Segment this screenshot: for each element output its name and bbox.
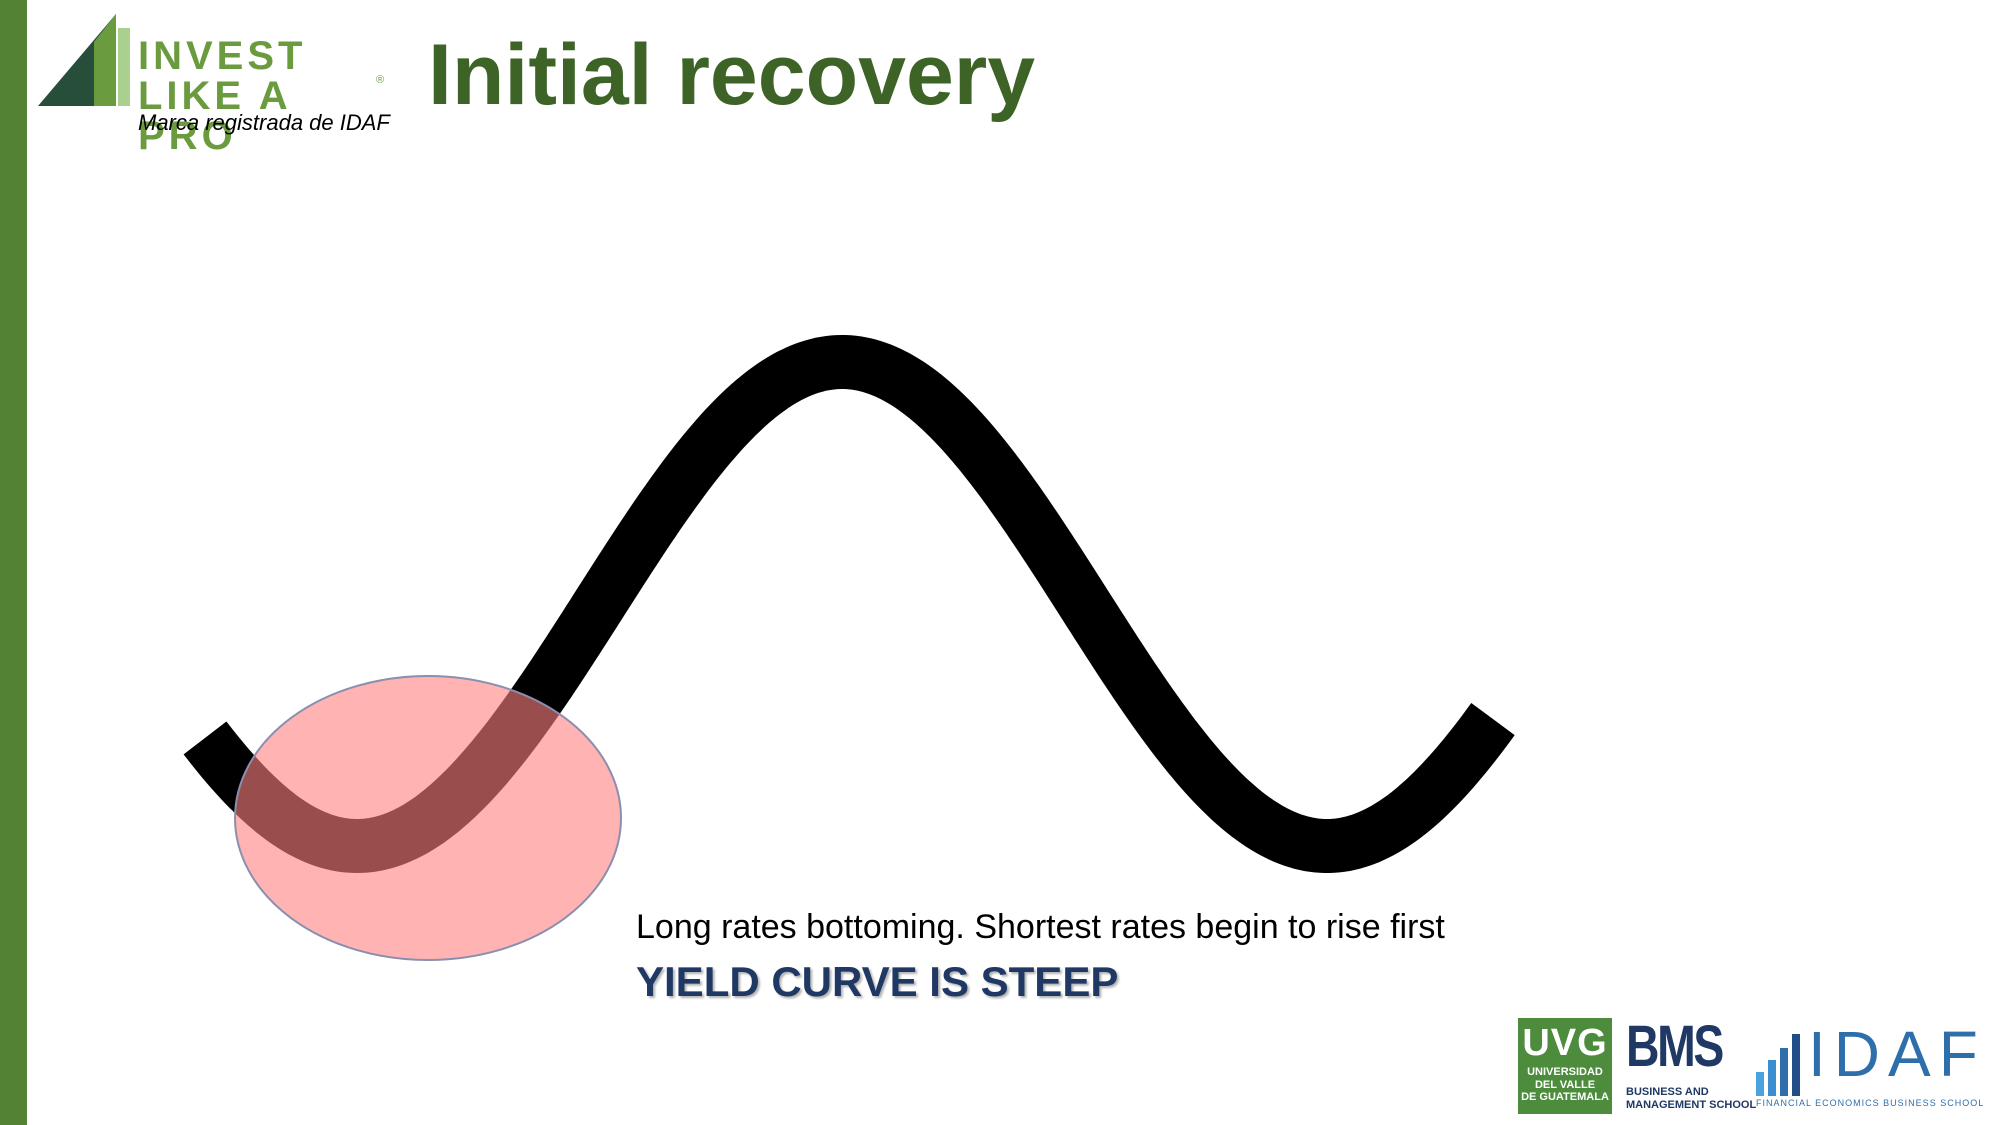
idaf-bars-icon [1756, 1034, 1800, 1096]
bms-logo: BMS BUSINESS AND MANAGEMENT SCHOOL [1626, 1014, 1757, 1114]
caption-text: Long rates bottoming. Shortest rates beg… [636, 908, 1445, 946]
logo-triangle-icon [38, 14, 130, 106]
logo-light-shape [118, 28, 130, 106]
uvg-logo-line1: UNIVERSIDAD [1527, 1066, 1603, 1078]
registered-mark: ® [376, 74, 385, 86]
logo-line-invest: INVEST [138, 34, 307, 78]
bms-logo-line1: BUSINESS AND [1626, 1086, 1709, 1098]
uvg-logo-main: UVG [1522, 1022, 1608, 1064]
logo-mid-shape [94, 14, 116, 106]
initial-recovery-highlight [234, 675, 622, 961]
invest-like-a-pro-logo: INVEST LIKE A PRO ® Marca registrada de … [38, 14, 398, 156]
uvg-logo-line2: DEL VALLE [1534, 1078, 1596, 1091]
logo-subtitle: Marca registrada de IDAF [138, 110, 390, 135]
left-accent-bar [0, 0, 27, 1125]
headline-text: YIELD CURVE IS STEEP [636, 958, 1119, 1005]
idaf-logo-main: IDAF [1808, 1018, 1986, 1090]
idaf-logo: IDAF FINANCIAL ECONOMICS BUSINESS SCHOOL [1756, 1018, 1986, 1114]
uvg-logo-line3: DE GUATEMALA [1521, 1091, 1609, 1104]
logo-line-like-a-pro: LIKE A PRO [138, 74, 291, 158]
bms-logo-main: BMS [1626, 1014, 1724, 1079]
idaf-logo-tagline: FINANCIAL ECONOMICS BUSINESS SCHOOL [1756, 1098, 1985, 1108]
uvg-logo: UVG UNIVERSIDAD DEL VALLE DE GUATEMALA [1518, 1018, 1612, 1114]
slide-title: Initial recovery [428, 27, 1036, 123]
bms-logo-line2: MANAGEMENT SCHOOL [1626, 1098, 1757, 1111]
